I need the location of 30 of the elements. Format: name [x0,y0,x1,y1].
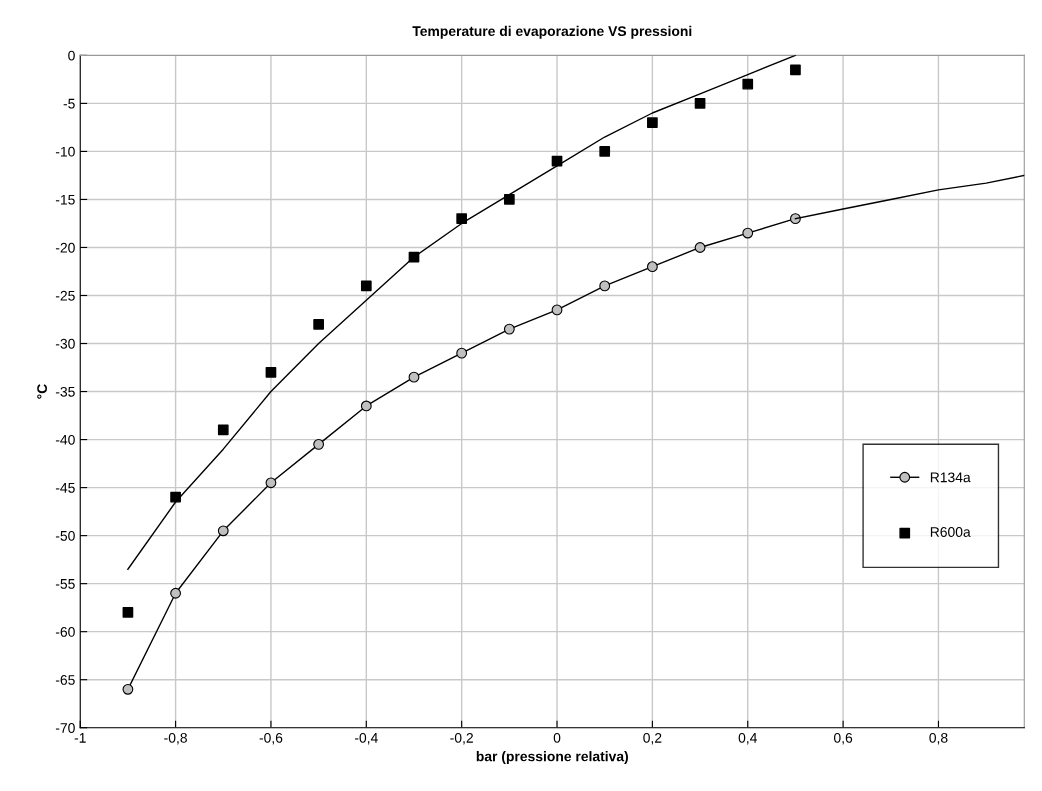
y-tick-label: -25 [55,290,75,301]
y-tick-label: 0 [68,50,75,61]
x-tick-label: 0,2 [643,732,662,745]
y-tick-label: -5 [63,98,75,109]
y-tick-label: -35 [55,386,75,397]
legend-label: R600a [930,527,971,537]
y-tick-label: -15 [55,194,75,205]
y-tick-label: -55 [55,579,75,589]
x-tick-label: -0,8 [164,732,187,745]
x-tick-label: 0,4 [738,732,757,745]
x-tick-label: 0,6 [833,732,853,745]
y-tick-label: -65 [55,675,75,685]
y-tick-label: -20 [55,242,75,253]
chart-title: Temperature di evaporazione VS pressioni [412,25,692,39]
x-tick-label: 0 [553,732,561,743]
x-tick-label: 0,8 [929,732,948,745]
y-tick-label: -70 [55,723,75,733]
y-tick-label: -10 [55,146,75,157]
x-axis-title: bar (pressione relativa) [476,751,628,765]
x-tick-label: -0,6 [259,732,283,745]
x-tick-label: -0,4 [354,732,378,745]
x-tick-label: -1 [74,733,86,743]
x-tick-label: -0,2 [450,732,473,745]
y-axis-title: °C [37,384,47,399]
y-tick-label: -45 [55,483,75,493]
y-tick-label: -40 [55,434,75,445]
y-tick-label: -30 [55,338,75,349]
y-tick-label: -50 [55,530,75,541]
y-tick-label: -60 [55,627,75,637]
legend-label: R134a [930,472,971,483]
